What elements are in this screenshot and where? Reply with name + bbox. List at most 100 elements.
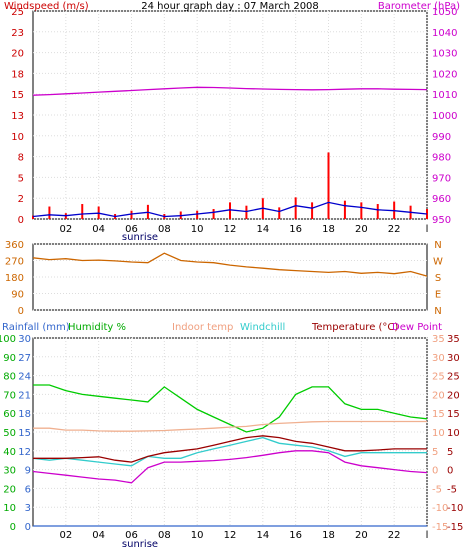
panel1-left-tick: 2 (18, 194, 24, 205)
panel1-right-tick: 1050 (432, 7, 457, 18)
panel3-x-tick: 22 (388, 530, 401, 541)
panel3-x-tick: 20 (355, 530, 368, 541)
panel3-humidity-label: Humidity % (68, 322, 126, 333)
panel2-compass-label: E (435, 290, 441, 301)
panel3-temp-tick-inner: 5 (432, 447, 438, 458)
panel3-rain-tick: 30 (18, 334, 31, 345)
panel2-compass-label: S (435, 273, 441, 284)
panel3-x-tick: l (426, 530, 429, 541)
panel1-right-tick: 990 (432, 132, 451, 143)
panel1-x-tick: 12 (224, 224, 237, 235)
panel1-right-tick: 1010 (432, 90, 457, 101)
panel2-left-tick: 90 (11, 290, 24, 301)
panel1-left-tick: 5 (18, 173, 24, 184)
panel3-x-tick: 18 (322, 530, 335, 541)
panel1-left-tick: 10 (11, 132, 24, 143)
panel1-x-tick: 02 (59, 224, 72, 235)
panel1-right-tick: 1000 (432, 111, 457, 122)
panel3-temp-tick-inner: 35 (432, 334, 445, 345)
panel3-temp-tick-outer: -10 (447, 503, 463, 514)
series-indoor-temp-line (33, 420, 427, 432)
panel3-temperature-label: Temperature (°C) (311, 322, 398, 333)
panel1-right-tick: 970 (432, 173, 451, 184)
series-dew-point-line (32, 450, 428, 484)
panel3-indoor-label: Indoor temp (172, 322, 233, 333)
panel1-left-tick: 0 (18, 215, 24, 226)
panel1-x-tick: 20 (355, 224, 368, 235)
panel1-x-tick: 06 (125, 224, 138, 235)
panel3-humidity-tick: 40 (3, 447, 16, 458)
panel3-temp-tick-outer: 15 (447, 409, 460, 420)
panel3-x-tick: 16 (289, 530, 302, 541)
panel3-rainfall-label: Rainfall (mm) (2, 322, 70, 333)
panel3-humidity-tick: 50 (3, 428, 16, 439)
panel1-right-tick: 1030 (432, 49, 457, 60)
panel3-temp-tick-inner: -5 (432, 484, 442, 495)
panel1-x-tick: 08 (158, 224, 171, 235)
panel3-dewpoint-label: Dew Point (392, 322, 442, 333)
panel3-humidity-tick: 70 (3, 390, 16, 401)
panel1-right-tick: 1040 (432, 28, 457, 39)
panel3-humidity-tick: 20 (3, 484, 16, 495)
panel1-sunrise-label: sunrise (122, 232, 158, 243)
series-wind-direction-line (32, 252, 428, 277)
series-windspeed-line (32, 201, 428, 218)
panel1-frame (32, 10, 428, 220)
panel1-title: 24 hour graph day : 07 March 2008 (141, 1, 319, 12)
panel3-temp-tick-outer: 0 (447, 466, 453, 477)
panel3-humidity-tick: 0 (10, 522, 16, 533)
panel2-compass-label: N (434, 306, 441, 317)
panel1-x-tick: 22 (388, 224, 401, 235)
panel3-sunrise-label: sunrise (122, 539, 158, 550)
panel3-rain-tick: 9 (25, 466, 31, 477)
panel1-x-tick: 16 (289, 224, 302, 235)
panel3-temp-tick-inner: 30 (432, 353, 445, 364)
panel3-temp-tick-outer: -5 (447, 484, 457, 495)
panel3-rain-tick: 6 (25, 484, 31, 495)
panel1-x-tick: 18 (322, 224, 335, 235)
panel3-temp-tick-outer: 35 (447, 334, 460, 345)
panel2-frame (32, 243, 428, 311)
panel1-left-tick: 23 (11, 28, 24, 39)
panel1-left-tick: 15 (11, 90, 24, 101)
panel2-compass-label: W (433, 257, 443, 268)
panel3-rain-tick: 3 (25, 503, 31, 514)
panel1-left-axis-label: Windspeed (m/s) (4, 1, 89, 12)
panel3-rain-tick: 15 (18, 428, 31, 439)
panel3-humidity-tick: 30 (3, 466, 16, 477)
panel3-temp-tick-outer: 10 (447, 428, 460, 439)
panel3-temp-tick-inner: 15 (432, 409, 445, 420)
panel3-x-tick: 04 (92, 530, 105, 541)
panel1-right-tick: 980 (432, 153, 451, 164)
panel1-left-tick: 25 (11, 7, 24, 18)
panel1-right-tick: 1020 (432, 69, 457, 80)
panel3-temp-tick-inner: 10 (432, 428, 445, 439)
panel1-x-tick: 10 (191, 224, 204, 235)
panel1-x-tick: 04 (92, 224, 105, 235)
panel3-temp-tick-outer: 25 (447, 372, 460, 383)
panel1-left-tick: 18 (11, 69, 24, 80)
panel3-x-tick: 12 (224, 530, 237, 541)
panel3-temp-tick-outer: -15 (447, 522, 463, 533)
panel3-x-tick: 08 (158, 530, 171, 541)
panel1-x-tick: l (426, 224, 429, 235)
panel1-right-tick: 960 (432, 194, 451, 205)
series-barometer-line (32, 86, 428, 96)
series-humidity-line (33, 384, 428, 433)
panel2-left-tick: 360 (5, 240, 24, 251)
panel1-left-tick: 8 (18, 153, 24, 164)
panel3-temp-tick-inner: 0 (432, 466, 438, 477)
panel3-temp-tick-inner: -15 (432, 522, 448, 533)
panel2-left-tick: 180 (5, 273, 24, 284)
panel3-temp-tick-outer: 20 (447, 390, 460, 401)
panel1-right-tick: 950 (432, 215, 451, 226)
panel3-temp-tick-outer: 5 (447, 447, 453, 458)
panel1-x-tick: 14 (256, 224, 269, 235)
panel3-x-tick: 02 (59, 530, 72, 541)
panel2-left-tick: 0 (18, 306, 24, 317)
panel3-windchill-label: Windchill (240, 322, 285, 333)
panel3-rain-tick: 0 (25, 522, 31, 533)
panel3-x-tick: 14 (256, 530, 269, 541)
series-windchill-line (32, 436, 427, 467)
